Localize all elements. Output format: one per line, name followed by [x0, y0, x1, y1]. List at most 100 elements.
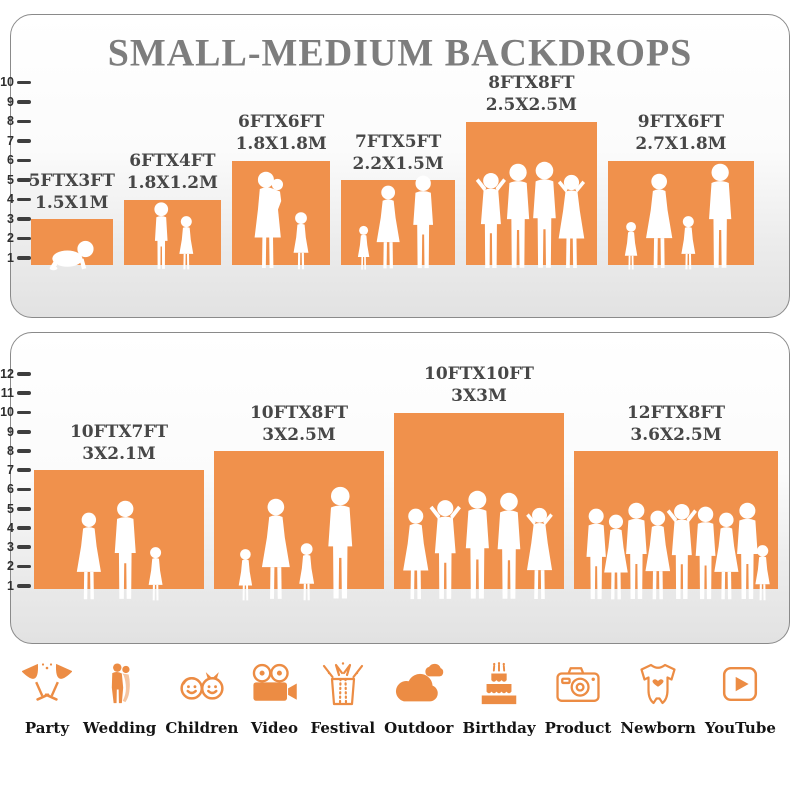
size-label-m: 1.8X1.2M [126, 173, 218, 194]
size-label-m: 1.8X1.8M [235, 134, 327, 155]
ruler-tick: 5 [0, 173, 31, 187]
man-silhouette [466, 490, 500, 602]
lower-size-panel: 1 2 3 4 5 6 7 8 9 10 11 12 10FTX7FT 3X2.1M 10FTX8FT 3X2… [0, 332, 790, 644]
outdoor-icon [393, 656, 445, 712]
size-label: 10FTX8FT 3X2.5M [209, 402, 389, 446]
ruler-tick-dash [17, 100, 31, 104]
ruler-tick-label: 2 [7, 231, 14, 246]
category-item: Video [247, 656, 301, 737]
man-silhouette [736, 502, 767, 602]
size-label-ft: 8FTX8FT [488, 73, 575, 94]
ruler-tick-label: 1 [7, 250, 14, 265]
woman-silhouette [397, 508, 435, 602]
ruler-tick-dash [17, 468, 31, 473]
size-label-ft: 10FTX8FT [249, 402, 349, 423]
ruler-tick-dash [17, 449, 31, 453]
category-item: Product [545, 656, 611, 737]
ruler-tick-dash [17, 545, 31, 550]
ruler-tick: 4 [0, 521, 31, 535]
womanarms-silhouette [526, 504, 561, 602]
ruler-tick: 9 [0, 95, 31, 109]
girl-silhouette [234, 548, 257, 602]
ruler-tick-label: 3 [7, 540, 14, 554]
category-item: Birthday [463, 656, 536, 737]
size-label-m: 3X3M [451, 386, 507, 407]
size-label: 6FTX6FT 1.8X1.8M [191, 111, 371, 155]
size-label-ft: 9FTX6FT [637, 112, 725, 133]
size-label-ft: 6FTX6FT [238, 112, 325, 133]
girl-silhouette [755, 544, 774, 602]
ruler-tick-dash [17, 391, 31, 396]
ruler-tick: 8 [0, 444, 31, 458]
silhouette-group [354, 175, 442, 271]
silhouette-group [234, 486, 364, 602]
ruler-tick: 3 [0, 212, 31, 226]
ruler-tick-label: 10 [0, 75, 14, 90]
ruler-tick-dash [17, 178, 31, 182]
man-silhouette [625, 502, 656, 602]
woman-silhouette [714, 512, 744, 602]
ruler-tick: 10 [0, 406, 31, 420]
ruler-tick: 10 [0, 76, 31, 90]
ruler-tick-dash [17, 487, 31, 492]
wedding-icon [100, 656, 140, 712]
ruler-tick-dash [17, 236, 31, 241]
ruler-tick: 2 [0, 560, 31, 574]
ruler-tick: 6 [0, 154, 31, 168]
size-label-ft: 6FTX4FT [129, 151, 216, 172]
youtube-icon [717, 656, 763, 712]
category-row: Party Wedding Children Video Festival Outdoor… [0, 656, 800, 737]
ruler-tick-label: 12 [0, 366, 14, 381]
festival-icon [319, 656, 367, 712]
ruler-tick-label: 11 [0, 386, 14, 400]
ruler-tick-label: 2 [7, 559, 14, 574]
boy-silhouette [147, 201, 176, 271]
backdrop-bar: 6FTX4FT 1.8X1.2M [123, 151, 222, 270]
size-label-m: 3X2.1M [82, 444, 156, 465]
ruler-tick-dash [17, 217, 31, 221]
man-silhouette [696, 506, 725, 602]
category-label: YouTube [704, 719, 776, 737]
newborn-icon [634, 656, 682, 712]
backdrop-bar: 7FTX5FT 2.2X1.5M [341, 132, 456, 270]
ruler-tick: 4 [0, 193, 31, 207]
size-label: 9FTX6FT 2.7X1.8M [591, 111, 771, 155]
ruler-tick: 3 [0, 540, 31, 554]
size-label-ft: 10FTX10FT [424, 364, 534, 385]
girl-silhouette [296, 542, 319, 602]
girl-silhouette [146, 546, 168, 602]
ruler-tick-dash [17, 139, 31, 143]
backdrop-bar: 12FTX8FT 3.6X2.5M [574, 403, 778, 601]
children-icon [176, 656, 228, 712]
man-silhouette [700, 163, 741, 271]
category-label: Video [250, 719, 299, 737]
womanbaby-silhouette [249, 171, 291, 271]
man-silhouette [497, 492, 531, 602]
manarms-silhouette [469, 169, 514, 271]
ruler-tick: 1 [0, 579, 31, 593]
party-icon [22, 656, 72, 712]
category-label: Party [24, 719, 70, 737]
category-label: Children [165, 719, 239, 737]
girl-silhouette [679, 215, 701, 271]
ruler-tick-dash [17, 372, 31, 376]
birthday-icon [476, 656, 522, 712]
ruler-tick-dash [17, 80, 31, 85]
size-label-m: 1.5X1M [35, 192, 109, 213]
ruler-tick: 2 [0, 232, 31, 246]
size-label: 10FTX7FT 3X2.1M [29, 421, 209, 465]
ruler-tick-dash [17, 119, 31, 124]
size-label: 12FTX8FT 3.6X2.5M [586, 402, 766, 446]
ruler-tick-label: 5 [7, 172, 14, 187]
ruler-tick-dash [17, 506, 31, 511]
silhouette-group [71, 500, 167, 602]
category-label: Festival [310, 719, 376, 737]
girl-silhouette [354, 225, 373, 271]
size-label: 6FTX4FT 1.8X1.2M [82, 150, 262, 194]
size-label-m: 3X2.5M [262, 424, 336, 445]
category-item: Children [165, 656, 238, 737]
woman-silhouette [257, 498, 297, 602]
product-icon [552, 656, 604, 712]
woman-silhouette [645, 510, 676, 602]
ruler-tick: 7 [0, 463, 31, 477]
